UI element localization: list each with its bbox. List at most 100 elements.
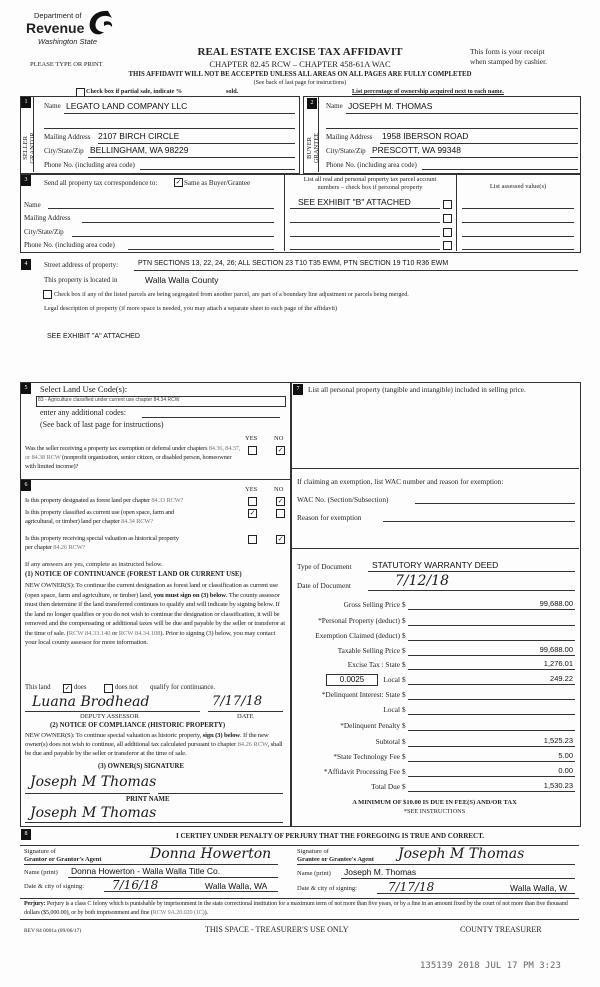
wac-number-field[interactable] [415,503,575,504]
correspondence-mailing-field[interactable] [82,222,274,223]
street-address-field[interactable]: PTN SECTIONS 13, 22, 24, 26; ALL SECTION… [138,260,449,267]
tax-row-line [408,655,575,656]
land-use-select[interactable] [36,396,286,407]
grantor-signature: Donna Howerton [150,846,272,862]
grantee-date-field[interactable]: 7/17/18 [388,880,435,894]
personal-property-checkbox[interactable] [443,241,452,250]
tax-correspondence-section [20,174,581,253]
personal-property-checkbox[interactable] [443,200,452,209]
tax-row-value[interactable]: 0.00 [558,766,573,775]
currency-symbol: $ [402,782,406,791]
grantor-date-field[interactable]: 7/16/18 [112,878,159,892]
currency-symbol: $ [402,737,406,746]
buyer-section [303,96,581,174]
does-qualify-checkbox[interactable]: ✓ [63,684,72,693]
seller-mailing-field[interactable]: 2107 BIRCH CIRCLE [98,131,180,141]
land-use-section [20,382,292,827]
document-date-field[interactable]: 7/12/18 [395,573,449,589]
tax-row-label: *Affidavit Processing Fee [323,767,400,776]
assessed-value-field[interactable] [462,222,574,223]
correspondence-name-field[interactable] [48,208,274,209]
currency-symbol: $ [402,600,406,609]
buyer-mailing-field[interactable]: 1958 IBERSON ROAD [382,131,469,141]
tax-row-line [408,714,575,715]
notice-of-continuance: NEW OWNER(S): To continue the current de… [25,582,285,646]
additional-codes-field[interactable] [142,417,280,418]
parcel-number[interactable]: SEE EXHIBIT "B" ATTACHED [298,197,411,207]
does-not-qualify-checkbox[interactable] [104,684,113,693]
county-field[interactable]: Walla Walla County [145,275,219,285]
tax-row-line [408,746,575,747]
tax-row-value[interactable]: 99,688.00 [539,645,573,654]
seller-city-field[interactable]: BELLINGHAM, WA 98229 [90,145,189,155]
exemption-yes-checkbox[interactable] [248,446,257,455]
document-type-field[interactable]: STATUTORY WARRANTY DEED [372,560,499,570]
tax-row-value[interactable]: 99,688.00 [539,599,573,608]
grantor-name-field[interactable]: Donna Howerton - Walla Walla Title Co. [71,866,221,876]
tax-row-value[interactable]: 1,276.01 [543,659,573,668]
exemption-no-checkbox[interactable]: ✓ [276,446,285,455]
seller-name-field[interactable]: LEGATO LAND COMPANY LLC [66,101,188,111]
personal-property-checkbox[interactable] [443,214,452,223]
assessor-date: 7/17/18 [212,694,263,709]
tax-row-value[interactable]: 5.00 [558,751,573,760]
forest-yes-checkbox[interactable] [248,497,257,506]
exemption-reason-field[interactable] [383,521,575,522]
tax-row-value[interactable]: 1,525.23 [543,736,573,745]
legal-description-field[interactable]: SEE EXHIBIT "A" ATTACHED [47,333,140,340]
tax-row-line [408,684,575,685]
grantee-signature: Joseph M Thomas [398,846,525,862]
tax-row-label: Local [383,675,400,684]
tax-row-label: *Delinquent Penalty [340,721,400,730]
tax-row-line [408,776,575,777]
notice-of-compliance: NEW OWNER(S): To continue special valuat… [25,732,283,757]
assessed-value-field[interactable] [462,208,574,209]
correspondence-city-field[interactable] [72,236,274,237]
tax-row-line [408,625,575,626]
buyer-name-field[interactable]: JOSEPH M. THOMAS [348,101,433,111]
personal-property-checkbox[interactable] [443,228,452,237]
local-rate-field[interactable] [326,674,378,686]
perjury-notice: Perjury: Perjury is a class C felony whi… [24,900,568,916]
currency-symbol: $ [402,675,406,684]
buyer-city-field[interactable]: PRESCOTT, WA 99348 [372,145,461,155]
personal-property-section [290,382,581,827]
grantee-name-field[interactable]: Joseph M. Thomas [344,867,417,877]
tax-row-label: Subtotal [375,737,400,746]
buyer-phone-field[interactable] [422,169,578,170]
current-use-no-checkbox[interactable] [276,509,285,518]
currency-symbol: $ [402,705,406,714]
grantor-city-field[interactable]: Walla Walla, WA [205,881,268,891]
currency-symbol: $ [402,721,406,730]
forest-no-checkbox[interactable]: ✓ [276,497,285,506]
tax-row-line [408,669,575,670]
tax-row-line [408,791,575,792]
segregated-checkbox[interactable] [43,290,52,299]
assessed-value-field[interactable] [462,249,574,250]
treasurer-stamp: 135139 2018 JUL 17 PM 3:23 [420,961,561,971]
grantee-city-field[interactable]: Walla Walla, W [510,883,567,893]
receipt-note: This form is your receipt when stamped by… [470,47,548,66]
tax-row-label: Exemption Claimed (deduct) [315,631,400,640]
currency-symbol: $ [402,767,406,776]
seller-section [20,96,300,174]
warning: THIS AFFIDAVIT WILL NOT BE ACCEPTED UNLE… [128,71,472,78]
dor-swirl-icon [89,10,113,35]
seller-phone-field[interactable] [140,169,295,170]
currency-symbol: $ [402,660,406,669]
tax-row-value[interactable]: 249.22 [550,674,573,683]
tax-row-label: Local [383,705,400,714]
same-as-buyer-checkbox[interactable]: ✓ [174,178,183,187]
tax-row-value[interactable]: 1,530.23 [543,781,573,790]
tax-row-line [408,640,575,641]
current-use-yes-checkbox[interactable]: ✓ [248,509,257,518]
owner-signature: Joseph M Thomas [30,774,157,790]
assessed-value-field[interactable] [462,236,574,237]
historic-no-checkbox[interactable]: ✓ [276,535,285,544]
tax-row-label: Excise Tax : State [347,660,400,669]
tax-row-label: *Delinquent Interest: State [321,690,400,699]
owner-print-name: Joseph M Thomas [30,805,157,821]
historic-yes-checkbox[interactable] [248,535,257,544]
correspondence-phone-field[interactable] [128,249,274,250]
tax-row-line [408,761,575,762]
